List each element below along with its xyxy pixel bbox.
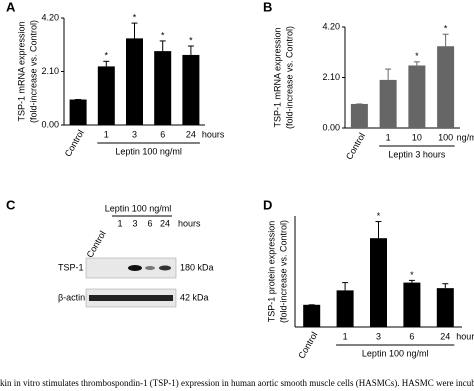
band xyxy=(89,295,173,301)
x-tick-label: 1 xyxy=(104,129,109,139)
unit-label: hours xyxy=(178,218,201,228)
lane-label: 6 xyxy=(147,218,152,228)
bar xyxy=(303,304,321,327)
bar xyxy=(408,65,426,128)
y-axis-label: TSP-1 mRNA expression xyxy=(16,21,26,121)
x-tick-label: 1 xyxy=(343,331,348,341)
unit-label: hours xyxy=(456,331,474,341)
row-size: 180 kDa xyxy=(180,262,214,272)
y-axis-label: (fold-increase vs. Control) xyxy=(284,26,294,129)
bar xyxy=(403,282,421,327)
bar xyxy=(182,54,200,125)
y-axis-label: TSP-1 protein expression xyxy=(266,221,276,323)
bar xyxy=(69,99,87,125)
significance-marker: * xyxy=(189,35,193,45)
y-tick-label: 0.00 xyxy=(322,122,340,132)
group-label: Leptin 100 ng/ml xyxy=(105,203,172,213)
y-tick-label: 2.10 xyxy=(41,66,59,76)
bar xyxy=(154,51,172,125)
x-tick-label: 3 xyxy=(132,129,137,139)
row-label: β-actin xyxy=(58,292,85,302)
x-tick-label: 6 xyxy=(160,129,165,139)
bar xyxy=(437,46,455,128)
x-tick-label: Control xyxy=(296,330,319,360)
significance-marker: * xyxy=(444,24,448,34)
significance-marker: * xyxy=(415,51,419,61)
significance-marker: * xyxy=(133,12,137,22)
x-tick-label: 3 xyxy=(376,331,381,341)
panel-letter: B xyxy=(263,0,272,14)
x-tick-label: Control xyxy=(344,131,367,161)
y-axis-label: TSP-1 mRNA expression xyxy=(272,27,282,127)
lane-label: 24 xyxy=(160,218,170,228)
lane-label: 1 xyxy=(117,218,122,228)
band xyxy=(159,265,171,271)
panel-letter: C xyxy=(6,197,16,212)
lane-label: 3 xyxy=(132,218,137,228)
x-tick-label: 24 xyxy=(440,331,450,341)
row-size: 42 kDa xyxy=(180,292,209,302)
unit-label: ng/ml xyxy=(457,132,474,142)
y-axis-label: (fold-increase vs. Control) xyxy=(28,20,38,123)
caption: kin in vitro stimulates thrombospondin-1… xyxy=(0,378,474,388)
lane-label: Control xyxy=(85,229,108,259)
x-tick-label: 1 xyxy=(386,132,391,142)
bar xyxy=(379,79,397,128)
significance-marker: * xyxy=(410,270,414,280)
bar xyxy=(350,103,368,128)
x-tick-label: 10 xyxy=(412,132,422,142)
bar xyxy=(126,38,143,125)
y-axis-label: (fold-increase vs. Control) xyxy=(278,220,288,323)
band xyxy=(128,265,142,271)
x-tick-label: 24 xyxy=(186,129,196,139)
group-label: Leptin 100 ng/ml xyxy=(362,348,429,358)
bar xyxy=(97,66,115,125)
y-tick-label: 4.20 xyxy=(322,21,340,31)
x-tick-label: 100 xyxy=(438,132,453,142)
y-tick-label: 4.20 xyxy=(41,12,59,22)
bar xyxy=(370,238,387,327)
significance-marker: * xyxy=(105,51,109,61)
bar xyxy=(336,290,354,327)
unit-label: hours xyxy=(202,129,225,139)
band xyxy=(145,266,155,270)
x-tick-label: 6 xyxy=(409,331,414,341)
bar xyxy=(436,288,454,327)
x-tick-label: Control xyxy=(63,128,86,158)
significance-marker: * xyxy=(161,30,165,40)
group-label: Leptin 3 hours xyxy=(388,149,446,159)
panel-letter: D xyxy=(263,197,272,212)
significance-marker: * xyxy=(377,211,381,221)
panel-letter: A xyxy=(6,0,16,14)
y-tick-label: 0.00 xyxy=(41,119,59,129)
group-label: Leptin 100 ng/ml xyxy=(115,146,182,156)
row-label: TSP-1 xyxy=(58,262,84,272)
y-tick-label: 2.10 xyxy=(322,72,340,82)
